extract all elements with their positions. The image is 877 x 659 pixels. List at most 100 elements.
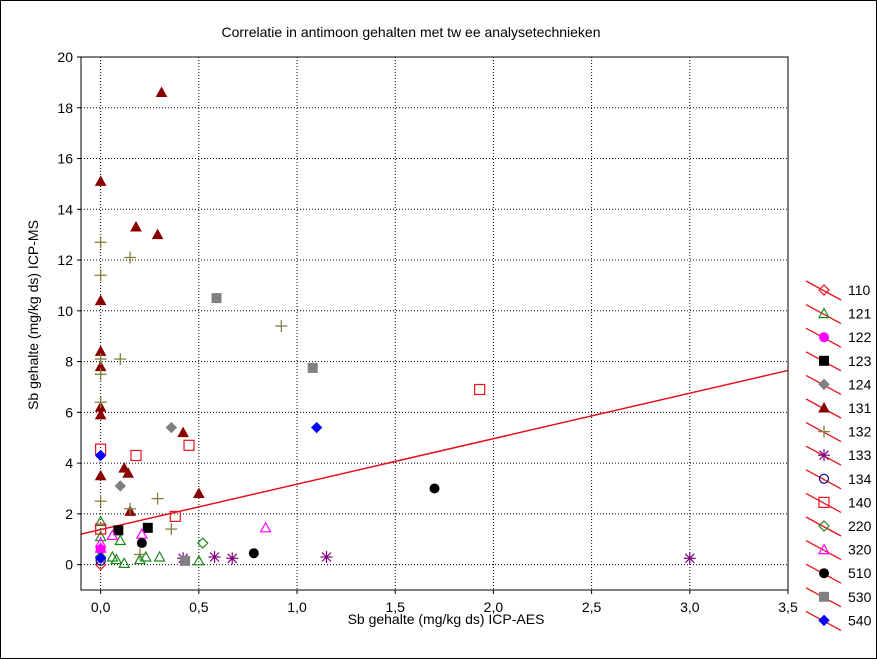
y-tick-label: 4 [65,455,73,471]
legend-label: 530 [848,589,872,605]
y-tick-label: 2 [65,506,73,522]
legend-item-131: 131 [805,398,872,419]
data-point-132 [94,269,107,282]
legend-item-122: 122 [805,327,872,348]
x-tick-label: 3,5 [778,599,798,615]
data-point-540 [94,552,107,564]
x-tick-label: 0,5 [189,599,209,615]
y-tick-label: 10 [57,303,73,319]
data-point-320 [94,536,107,548]
legend-label: 510 [848,565,872,581]
y-tick-label: 0 [65,557,73,573]
legend-label: 134 [848,471,872,487]
data-point-132 [165,523,178,536]
legend-item-530: 530 [805,587,872,608]
data-point-320 [259,521,272,533]
legend-marker [819,332,829,343]
data-point-123 [142,522,153,533]
data-point-131 [177,426,189,438]
data-point-140 [95,523,107,535]
data-point-131 [122,467,134,478]
data-point-121 [153,550,166,562]
data-point-132 [94,353,107,366]
data-point-510 [429,483,440,494]
data-point-133 [226,552,239,565]
x-tick-label: 2,5 [582,599,602,615]
data-point-131 [94,408,107,420]
legend-item-510: 510 [805,563,872,584]
legend-marker [818,284,830,296]
legend-item-132: 132 [805,422,872,443]
legend-line [805,516,842,537]
legend-marker [818,401,830,413]
data-points [94,86,696,571]
legend-marker [818,378,830,391]
legend-marker [818,473,830,484]
data-point-132 [275,320,288,333]
y-tick-label: 6 [65,404,73,420]
legend-item-140: 140 [805,492,872,513]
data-point-540 [94,449,107,462]
legend-line [805,540,842,561]
legend-item-133: 133 [805,445,872,466]
data-point-131 [155,86,168,98]
data-point-220 [196,537,209,549]
x-tick-label: 1,0 [287,599,307,615]
data-point-540 [310,421,323,434]
x-axis-title: Sb gehalte (mg/kg ds) ICP-AES [348,611,545,627]
data-point-530 [211,293,222,304]
data-point-132 [94,495,107,508]
legend: 110 121 122 123 124 131 132 133 134 140 220 320 510 5… [805,280,872,631]
legend-line [805,280,842,301]
y-tick-label: 20 [57,49,73,65]
regression-line-group [80,369,789,535]
legend-label: 140 [848,494,872,510]
x-axis-ticks: 0,0 0,5 1,0 1,5 2,0 2,5 3,0 3,5 [91,590,798,615]
data-point-124 [165,421,178,434]
legend-label: 123 [848,353,872,369]
data-point-121 [94,515,107,527]
data-point-131 [94,294,107,306]
legend-line [805,492,842,513]
data-point-121 [192,554,205,566]
legend-marker [818,520,830,532]
legend-marker [818,425,830,438]
legend-marker [817,307,831,319]
data-point-132 [114,353,127,366]
legend-item-320: 320 [805,540,872,561]
x-tick-label: 2,0 [484,599,504,615]
data-point-133 [320,551,333,564]
legend-label: 320 [848,542,872,558]
data-point-132 [133,548,146,561]
legend-marker [818,496,830,508]
data-point-510 [248,548,259,559]
data-point-133 [208,551,221,564]
data-point-131 [130,221,142,232]
y-axis-title: Sb gehalte (mg/kg ds) ICP-MS [25,220,41,410]
legend-label: 540 [848,612,872,628]
legend-marker [819,591,829,602]
data-point-132 [94,396,107,409]
y-axis-ticks: 0 2 4 6 8 10 12 14 16 18 20 [57,49,81,573]
legend-label: 131 [848,400,872,416]
data-point-110 [94,558,107,571]
legend-marker [819,355,829,366]
legend-item-123: 123 [805,351,872,372]
data-point-121 [139,550,152,562]
data-point-510 [136,538,147,549]
legend-item-220: 220 [805,516,872,537]
legend-label: 132 [848,424,872,440]
data-point-140 [474,383,486,396]
legend-label: 124 [848,376,872,392]
data-point-140 [169,510,181,522]
data-point-124 [114,480,126,492]
legend-line [805,469,842,490]
legend-marker [817,543,831,555]
y-tick-label: 12 [57,252,73,268]
y-tick-label: 8 [65,354,73,370]
chart-title: Correlatie in antimoon gehalten met tw e… [221,24,600,40]
data-point-140 [130,449,142,462]
y-tick-label: 14 [57,201,73,217]
regression-line [80,369,789,535]
